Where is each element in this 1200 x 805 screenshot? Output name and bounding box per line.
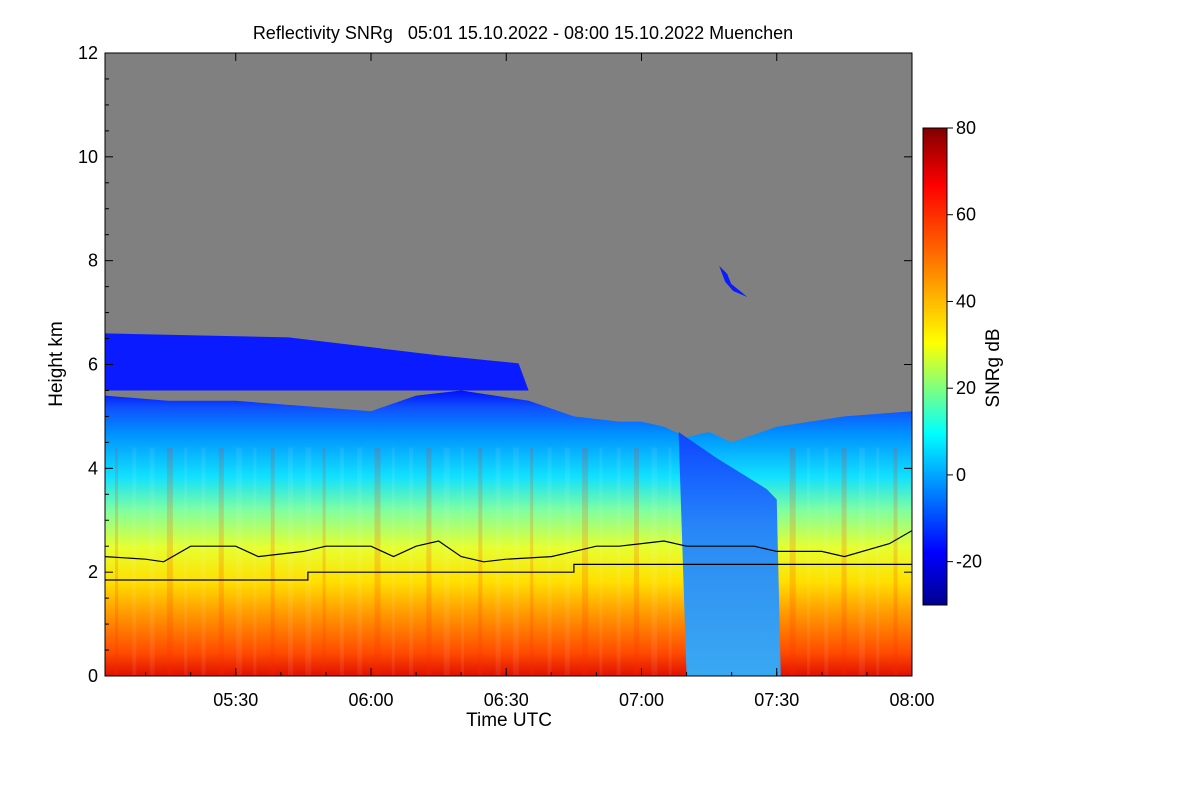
- colorbar-tick-label: 20: [956, 378, 976, 398]
- colorbar: -20 0 20 40 60 80 SNRg dB: [922, 118, 1004, 606]
- fall-streak: [288, 447, 293, 676]
- fall-streak: [270, 447, 275, 676]
- x-tick-label: 08:00: [889, 690, 934, 710]
- y-axis-label: Height km: [46, 321, 67, 407]
- fall-streak: [564, 447, 570, 676]
- fall-streak: [115, 447, 118, 676]
- x-axis-label: Time UTC: [466, 710, 552, 731]
- x-axis: 05:30 06:00 06:30 07:00 07:30 08:00: [145, 53, 935, 710]
- fall-streak: [668, 447, 672, 676]
- fall-streak: [616, 447, 621, 676]
- low-reflectivity-region: [678, 431, 781, 676]
- colorbar-tick-label: 0: [956, 465, 966, 485]
- isolated-echo: [719, 265, 748, 298]
- fall-streak: [132, 447, 137, 676]
- fall-streaks: [115, 447, 898, 676]
- upper-cloud-echo: [105, 333, 529, 391]
- y-tick-label: 0: [88, 666, 98, 686]
- fall-streak: [253, 447, 257, 676]
- colorbar-ticks: -20 0 20 40 60 80: [947, 118, 982, 572]
- fall-streak: [339, 447, 344, 676]
- fall-streak: [201, 447, 206, 676]
- x-tick-label: 05:30: [213, 690, 258, 710]
- y-tick-label: 6: [88, 355, 98, 375]
- colorbar-label: SNRg dB: [983, 328, 1004, 407]
- colorbar-gradient: [922, 127, 948, 606]
- fall-streak: [218, 447, 224, 676]
- fall-streak: [807, 447, 810, 676]
- fall-streak: [478, 447, 483, 676]
- fall-streak: [858, 447, 865, 676]
- fall-streak: [495, 447, 501, 676]
- fall-streak: [651, 447, 658, 676]
- fall-streak: [322, 447, 326, 676]
- line-series-group: [105, 530, 912, 581]
- y-tick-label: 10: [78, 147, 98, 167]
- line-series-1: [105, 530, 912, 563]
- y-tick-label: 8: [88, 251, 98, 271]
- fall-streak: [876, 447, 880, 676]
- fall-streak: [184, 447, 188, 676]
- fall-streak: [443, 447, 450, 676]
- y-tick-label: 2: [88, 562, 98, 582]
- x-tick-label: 06:30: [484, 690, 529, 710]
- fall-streak: [634, 447, 639, 676]
- fall-streak: [461, 447, 464, 676]
- plot-area: [105, 53, 912, 676]
- x-tick-label: 06:00: [348, 690, 393, 710]
- x-tick-label: 07:30: [754, 690, 799, 710]
- colorbar-tick-label: 40: [956, 291, 976, 311]
- colorbar-tick-label: -20: [956, 552, 982, 572]
- fall-streak: [166, 447, 173, 676]
- y-axis: 0 2 4 6 8 10 12: [78, 43, 912, 686]
- fall-streak: [841, 447, 847, 676]
- colorbar-tick-label: 80: [956, 118, 976, 138]
- fall-streak: [426, 447, 432, 676]
- x-tick-label: 07:00: [619, 690, 664, 710]
- y-tick-label: 12: [78, 43, 98, 63]
- fall-streak: [391, 447, 395, 676]
- y-tick-label: 4: [88, 458, 98, 478]
- chart-title: Reflectivity SNRg 05:01 15.10.2022 - 08:…: [253, 23, 793, 43]
- fall-streak: [236, 447, 243, 676]
- line-series-2: [105, 563, 912, 581]
- colorbar-tick-label: 60: [956, 205, 976, 225]
- fall-streak: [409, 447, 414, 676]
- fall-streak: [599, 447, 603, 676]
- fall-streak: [357, 447, 363, 676]
- fall-streak: [547, 447, 552, 676]
- fall-streak: [374, 447, 381, 676]
- fall-streak: [512, 447, 519, 676]
- fall-streak: [582, 447, 589, 676]
- fall-streak: [305, 447, 312, 676]
- fall-streak: [893, 447, 898, 676]
- fall-streak: [530, 447, 534, 676]
- fall-streak: [149, 447, 155, 676]
- fall-streak: [824, 447, 829, 676]
- fall-streak: [789, 447, 796, 676]
